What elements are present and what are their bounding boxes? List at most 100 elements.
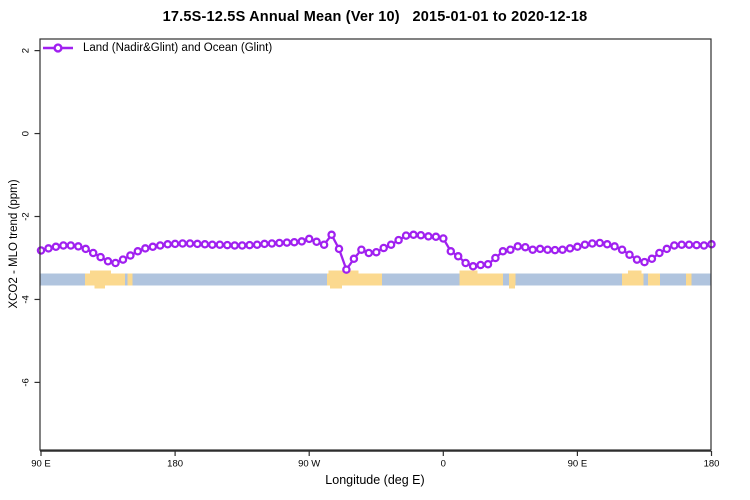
data-point (111, 258, 120, 268)
data-point (223, 240, 232, 250)
data-point (394, 235, 403, 245)
data-point (483, 259, 493, 269)
data-point (506, 245, 515, 254)
data-point (439, 234, 448, 243)
data-point (647, 254, 657, 264)
data-point (491, 253, 500, 263)
data-point (468, 262, 478, 271)
chart-title: 17.5S-12.5S Annual Mean (Ver 10) 2015-01… (162, 9, 588, 25)
data-point (334, 244, 344, 254)
land-patch (686, 273, 692, 286)
data-point (386, 240, 396, 249)
data-series (36, 230, 716, 274)
land-patch (127, 273, 133, 286)
data-point (610, 242, 619, 251)
axes: 90 E 180 90 W 0 90 E 180 2 0 -2 -4 -6 (21, 38, 720, 470)
data-point (558, 245, 567, 254)
data-point (357, 245, 366, 254)
data-point (237, 241, 247, 250)
x-axis-title: Longitude (deg E) (325, 473, 425, 487)
data-point (416, 230, 426, 240)
data-point (193, 239, 202, 249)
land-patch (84, 273, 126, 286)
data-point (573, 242, 582, 252)
data-point (215, 240, 225, 249)
data-point (252, 240, 262, 249)
data-point (118, 255, 128, 264)
data-point (200, 240, 210, 249)
data-point (580, 240, 590, 249)
data-point (528, 245, 537, 254)
data-point (379, 243, 388, 253)
data-point (632, 255, 642, 264)
data-point (640, 257, 649, 267)
data-point (372, 247, 381, 257)
data-point (290, 237, 299, 247)
data-point (304, 234, 314, 244)
land-patch (327, 273, 383, 286)
data-point (260, 239, 269, 249)
legend-marker-icon (43, 43, 73, 53)
data-point (543, 245, 552, 254)
data-point (424, 232, 433, 241)
data-point (431, 232, 441, 242)
data-point (670, 241, 679, 250)
data-point (282, 238, 292, 247)
data-point (550, 245, 560, 255)
legend: Land (Nadir&Glint) and Ocean (Glint) (42, 40, 272, 56)
data-point (498, 247, 508, 256)
data-point (327, 230, 336, 240)
data-point (170, 239, 180, 249)
y-tick-label: -2 (21, 212, 32, 220)
y-tick-label: 2 (21, 48, 32, 53)
data-point (163, 240, 172, 249)
data-point (275, 238, 284, 248)
land-patch-bump (330, 285, 342, 289)
data-point (148, 242, 158, 252)
legend-label: Land (Nadir&Glint) and Ocean (Glint) (83, 42, 273, 54)
data-point (51, 242, 61, 252)
data-point (267, 239, 277, 248)
land-patch-bump (459, 270, 478, 274)
x-tick-label: 180 (167, 459, 183, 470)
data-point (141, 244, 150, 253)
y-tick-label: -4 (21, 295, 32, 303)
x-tick-label: 180 (704, 459, 720, 470)
land-patch (648, 273, 661, 286)
data-point (36, 246, 46, 255)
data-point (185, 239, 195, 248)
data-point (349, 254, 359, 264)
data-point (364, 248, 374, 258)
data-point (155, 241, 165, 250)
data-point (178, 239, 187, 248)
data-point (453, 252, 463, 261)
data-point (617, 245, 627, 254)
data-point (59, 241, 68, 250)
data-point (521, 242, 530, 252)
data-point (476, 260, 485, 270)
data-point (81, 244, 90, 254)
data-point (401, 231, 411, 240)
data-point (230, 241, 239, 250)
data-point (96, 252, 105, 262)
data-point (655, 248, 664, 258)
land-patch (508, 273, 516, 286)
data-point (535, 244, 545, 254)
data-point (409, 230, 418, 240)
data-point (684, 240, 694, 249)
y-axis-title: XCO2 - MLO trend (ppm) (8, 179, 20, 309)
data-point (699, 241, 709, 250)
data-point (595, 238, 605, 248)
data-point (588, 239, 597, 248)
x-tick-label: 90 E (31, 459, 51, 470)
data-point (66, 241, 76, 250)
x-tick-label: 0 (441, 459, 446, 470)
data-point (602, 240, 612, 249)
data-point (133, 247, 143, 256)
map-strip (40, 270, 711, 289)
land-patch-bump (508, 285, 515, 289)
data-point (692, 240, 701, 250)
data-point (44, 244, 53, 253)
